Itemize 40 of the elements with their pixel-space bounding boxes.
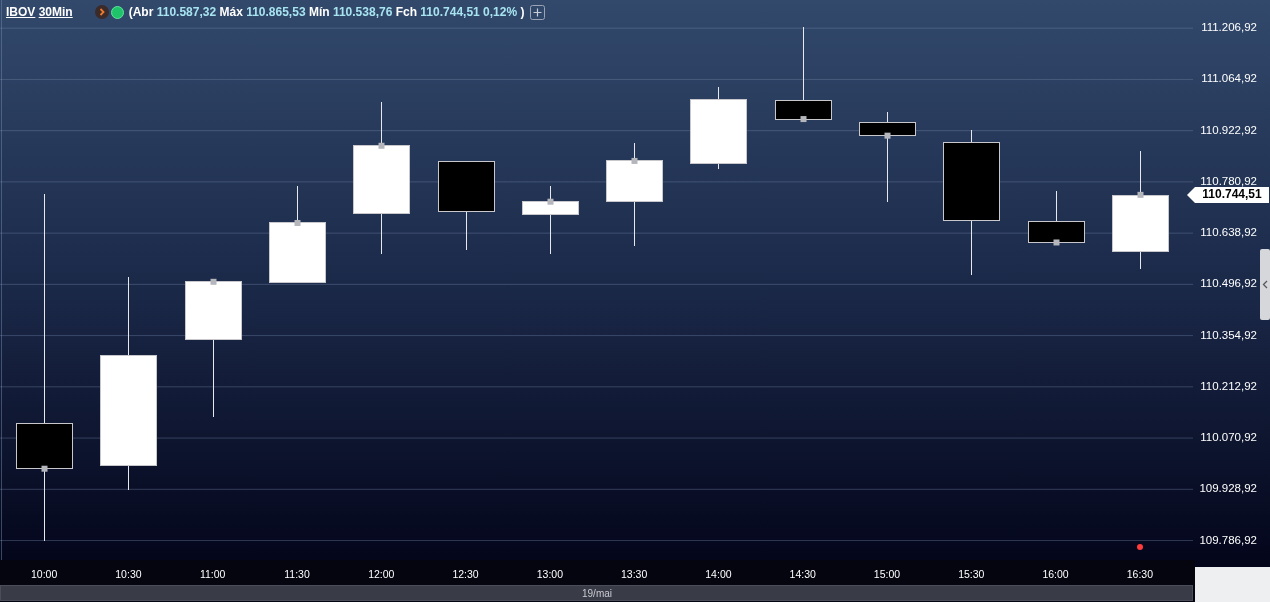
point: [631, 157, 638, 164]
x-tick-label: 11:30: [284, 567, 310, 580]
y-tick-label: 109.786,92: [1199, 533, 1257, 546]
x-tick-label: 14:00: [705, 567, 732, 580]
x-tick-label: 13:00: [536, 567, 564, 580]
point: [1053, 239, 1060, 246]
x-tick-label: 15:00: [873, 567, 901, 580]
text: 110.744,51: [1202, 187, 1263, 202]
text: (Abr 110.587,32 Máx 110.865,53 Mín 110.538,76 Fch 110.744,51 0,12% ): [128, 5, 525, 19]
x-tick-label: 10:30: [115, 567, 142, 580]
x-tick-label: 14:30: [789, 567, 817, 580]
point: [378, 142, 385, 149]
x-tick-label: 13:30: [621, 567, 648, 580]
x-tick-label: 16:30: [1126, 567, 1154, 580]
y-tick-label: 110.780,92: [1200, 174, 1257, 187]
x-tick-label: 15:30: [958, 567, 985, 580]
y-tick-label: 110.354,92: [1200, 328, 1257, 341]
point: [294, 219, 301, 226]
y-tick-label: 110.922,92: [1200, 123, 1257, 136]
y-tick-label: 110.212,92: [1200, 379, 1257, 392]
x-tick-label: 10:00: [31, 567, 58, 580]
y-tick-label: 111.206,92: [1201, 21, 1257, 34]
point: [41, 465, 48, 472]
x-tick-label: 11:00: [199, 567, 226, 580]
x-axis-title: 19/mai: [581, 587, 613, 599]
point: [884, 132, 891, 139]
text: IBOV 30Min: [6, 5, 73, 19]
y-tick-label: 110.070,92: [1200, 431, 1257, 444]
y-tick-label: 111.064,92: [1201, 72, 1257, 85]
point: [800, 116, 807, 123]
y-tick-label: 109.928,92: [1199, 482, 1257, 495]
point: [210, 278, 217, 285]
point: [547, 198, 554, 205]
x-tick-label: 12:30: [452, 567, 479, 580]
x-tick-label: 12:00: [368, 567, 395, 580]
point: [1137, 191, 1144, 198]
x-tick-label: 16:00: [1042, 567, 1069, 580]
y-tick-label: 110.496,92: [1200, 277, 1257, 290]
y-tick-label: 110.638,92: [1200, 226, 1257, 239]
candlestick: [859, 111, 916, 203]
